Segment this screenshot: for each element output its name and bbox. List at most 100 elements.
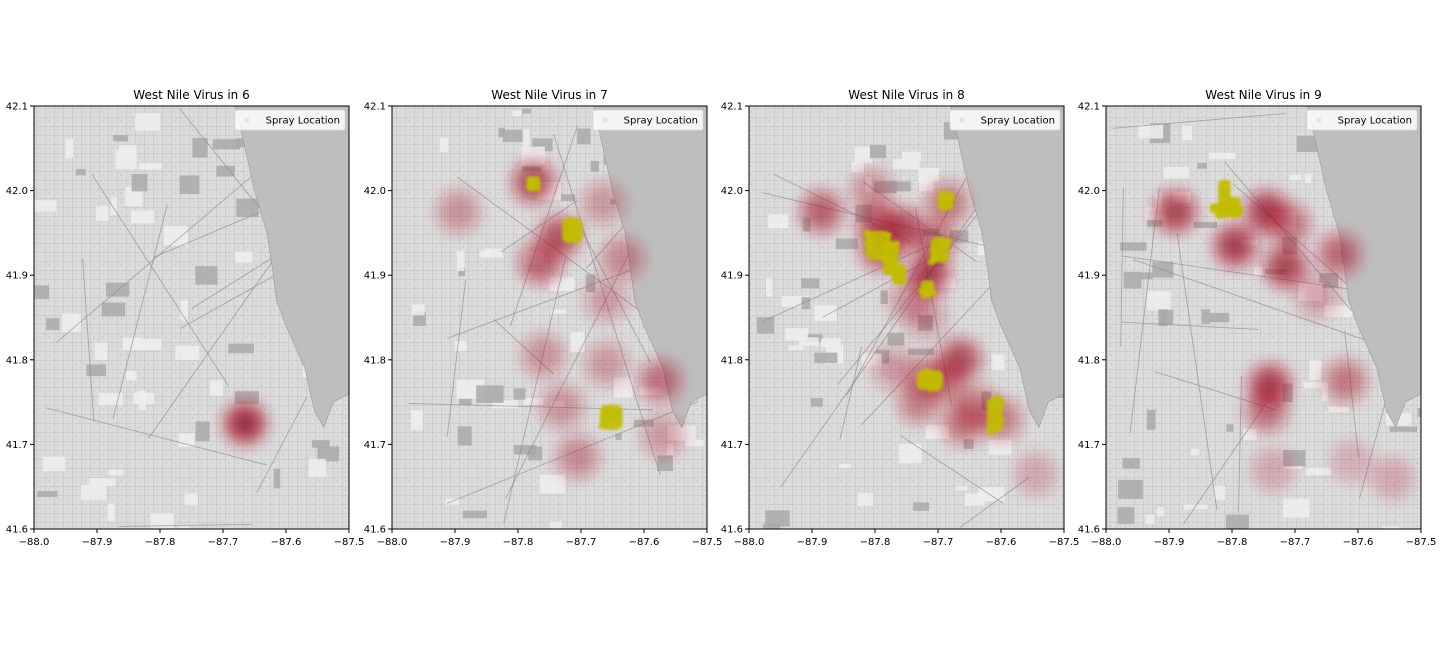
y-tick-label: 41.6	[6, 525, 28, 536]
legend-box	[1306, 109, 1418, 131]
spray-layer	[525, 176, 623, 431]
spray-cluster	[598, 404, 623, 431]
x-tick-label: −88.0	[19, 537, 50, 548]
legend-label: Spray Location	[1338, 116, 1412, 127]
spray-cluster	[890, 263, 907, 285]
x-tick-label: −87.5	[1406, 537, 1437, 548]
chart-panel-1: West Nile Virus in 6 −88.0 −87.9 −87.8 −87.7…	[6, 88, 365, 548]
heat-layer	[223, 401, 268, 446]
chart-panel-2: West Nile Virus in 7 −88.0 −87.9 −87.8 −87.7…	[364, 88, 723, 548]
y-tick-label: 41.6	[1078, 525, 1100, 536]
y-tick-label: 42.0	[721, 186, 743, 197]
legend: Spray Location	[592, 109, 704, 131]
x-tick-label: −87.9	[82, 537, 113, 548]
y-tick-label: 41.7	[1078, 440, 1100, 451]
y-tick-label: 41.8	[6, 355, 28, 366]
spray-cluster	[1226, 196, 1245, 219]
chart-title: West Nile Virus in 9	[1205, 88, 1321, 102]
spray-layer	[863, 189, 1006, 435]
chart-panel-3: West Nile Virus in 8 −88.0 −87.9 −87.8 −87.7…	[721, 88, 1080, 548]
x-tick-label: −87.6	[1343, 537, 1374, 548]
legend-box	[949, 109, 1061, 131]
x-tick-label: −87.6	[986, 537, 1017, 548]
y-tick-label: 42.1	[721, 102, 743, 113]
x-tick-label: −87.8	[145, 537, 176, 548]
heat-core	[1224, 234, 1247, 257]
y-tick-label: 41.6	[364, 525, 386, 536]
x-tick-label: −87.6	[271, 537, 302, 548]
x-tick-label: −87.9	[440, 537, 471, 548]
heat-core	[1277, 213, 1300, 236]
chart-title: West Nile Virus in 7	[491, 88, 607, 102]
heat-core	[595, 353, 618, 376]
x-tick-label: −87.6	[629, 537, 660, 548]
y-tick-label: 42.1	[1078, 102, 1100, 113]
heat-core	[882, 357, 905, 380]
y-tick-label: 42.1	[364, 102, 386, 113]
plot-frame	[391, 105, 708, 530]
spray-cluster	[918, 280, 937, 299]
y-tick-label: 41.8	[721, 355, 743, 366]
plot-frame	[33, 105, 350, 530]
x-tick-label: −87.8	[860, 537, 891, 548]
map-background	[34, 106, 349, 529]
heat-core	[1382, 467, 1404, 489]
map-background	[749, 106, 1064, 529]
heat-core	[1164, 200, 1187, 223]
y-tick-label: 41.9	[6, 271, 28, 282]
legend-marker	[1316, 117, 1322, 123]
y-tick-label: 41.9	[721, 271, 743, 282]
chart-title: West Nile Virus in 8	[848, 88, 964, 102]
x-tick-label: −87.7	[566, 537, 597, 548]
spray-cluster	[927, 237, 952, 266]
heat-core	[952, 412, 975, 435]
heat-core	[1274, 255, 1297, 278]
heat-core	[529, 251, 552, 274]
legend-label: Spray Location	[266, 116, 340, 127]
heat-core	[610, 247, 633, 270]
heat-core	[651, 424, 674, 447]
heat-core	[595, 289, 618, 312]
x-tick-label: −87.9	[797, 537, 828, 548]
legend-marker	[602, 117, 608, 123]
x-tick-label: −88.0	[1091, 537, 1122, 548]
x-tick-label: −87.5	[1049, 537, 1080, 548]
heat-core	[551, 395, 574, 418]
heat-core	[592, 192, 615, 215]
heat-core	[1306, 285, 1329, 308]
y-tick-label: 41.6	[721, 525, 743, 536]
x-tick-label: −87.7	[208, 537, 239, 548]
map-background	[392, 106, 707, 529]
lake-michigan	[1307, 106, 1421, 429]
spray-layer	[1209, 179, 1245, 219]
x-tick-label: −87.7	[1280, 537, 1311, 548]
heat-layer	[1153, 189, 1415, 501]
y-tick-label: 41.8	[1078, 355, 1100, 366]
plot-frame	[1105, 105, 1422, 530]
x-tick-label: −87.5	[334, 537, 365, 548]
heat-core	[532, 344, 555, 367]
legend-marker	[959, 117, 965, 123]
x-tick-label: −87.8	[1217, 537, 1248, 548]
heat-core	[860, 179, 883, 202]
heat-point	[1370, 456, 1415, 501]
x-tick-label: −87.7	[923, 537, 954, 548]
lake-michigan	[950, 106, 1064, 429]
legend-box	[592, 109, 704, 131]
legend: Spray Location	[1306, 109, 1418, 131]
heat-core	[234, 412, 257, 435]
spray-cluster	[936, 189, 956, 212]
lake-michigan	[235, 106, 349, 429]
y-tick-label: 41.9	[1078, 271, 1100, 282]
legend-label: Spray Location	[624, 116, 698, 127]
y-tick-label: 41.7	[6, 440, 28, 451]
legend-label: Spray Location	[981, 116, 1055, 127]
spray-cluster	[525, 176, 541, 192]
y-tick-label: 41.8	[364, 355, 386, 366]
x-tick-label: −87.9	[1154, 537, 1185, 548]
heat-core	[1328, 243, 1351, 266]
heat-point	[1013, 452, 1058, 497]
heat-point	[1329, 439, 1374, 484]
legend: Spray Location	[949, 109, 1061, 131]
